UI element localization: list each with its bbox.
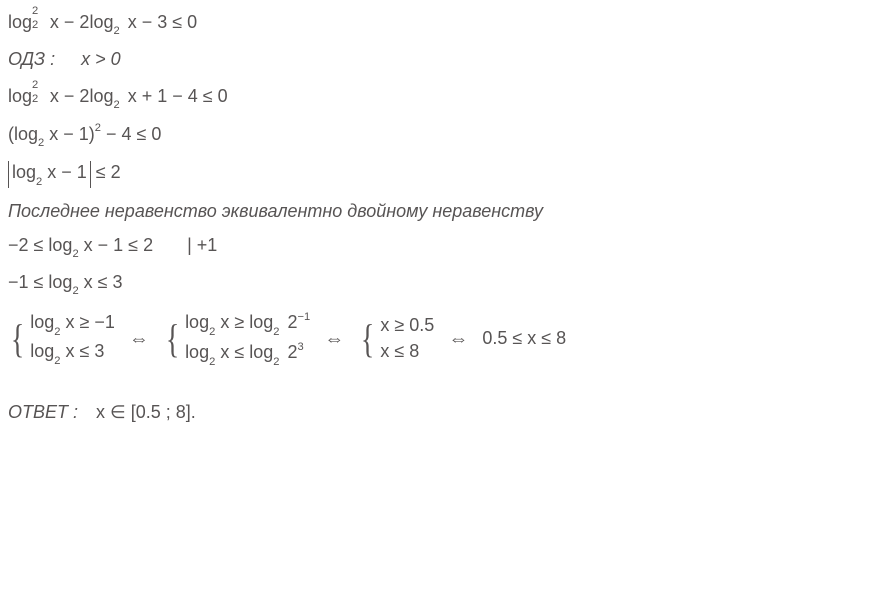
sq: 2 [95,122,101,134]
base: 2 [113,99,119,111]
sys2-a: log2 x ≥ log22−1 [185,312,310,336]
tok: x ≤ 3 [79,272,123,292]
tok: log [48,272,72,292]
line-odz: ОДЗ : x > 0 [8,50,884,70]
base: 2 [72,285,78,297]
base: 2 [36,176,42,188]
system-2: { log2 x ≥ log22−1 log2 x ≤ log223 [163,309,310,369]
iff-icon: ⇔ [129,328,149,350]
sys1-b: log2 x ≤ 3 [30,342,115,365]
sys2-b: log2 x ≤ log223 [185,342,310,366]
line-7: −2 ≤ log2 x − 1 ≤ 2 | +1 [8,236,884,259]
tok: ≤ 2 [91,162,121,182]
tok: log [48,235,72,255]
brace-icon: { [166,319,179,359]
abs-value: log2 x − 1 [8,161,91,188]
tok: − 3 ≤ 0 [137,12,197,32]
sys1-a: log2 x ≥ −1 [30,313,115,336]
tok: x − 1 [44,124,89,144]
brace-icon: { [11,319,24,359]
var: x [50,86,59,106]
tok: x − 1 ≤ 2 [79,235,153,255]
tok: log [8,86,32,106]
sys3-b: x ≤ 8 [380,342,434,362]
systems-row: { log2 x ≥ −1 log2 x ≤ 3 ⇔ { log2 x ≥ lo… [8,309,884,369]
system-1: { log2 x ≥ −1 log2 x ≤ 3 [8,310,115,368]
log-base-sq: 22 [32,84,42,102]
line-note: Последнее неравенство эквивалентно двойн… [8,202,884,222]
iff-icon: ⇔ [448,328,468,350]
base: 2 [113,25,119,37]
answer-value: x ∈ [0.5 ; 8]. [96,403,196,423]
line-4: (log2 x − 1)2 − 4 ≤ 0 [8,124,884,148]
tok: + 1 − 4 ≤ 0 [137,86,228,106]
line-3: log22x − 2log2x + 1 − 4 ≤ 0 [8,84,884,110]
tok: − 2 [59,86,90,106]
tok: log [12,162,36,182]
line-5: log2 x − 1 ≤ 2 [8,161,884,188]
base: 2 [38,137,44,149]
brace-icon: { [361,319,374,359]
tok: −1 ≤ [8,272,48,292]
sys3-a: x ≥ 0.5 [380,316,434,336]
log-base-sq: 22 [32,10,42,28]
note-text: Последнее неравенство эквивалентно двойн… [8,201,543,221]
var: x [128,86,137,106]
math-solution-page: log22x − 2log2x − 3 ≤ 0 ОДЗ : x > 0 log2… [0,0,892,445]
tok: log [14,124,38,144]
paren-close: ) [89,124,95,144]
line-answer: ОТВЕТ : x ∈ [0.5 ; 8]. [8,403,884,423]
spacer [8,385,884,403]
odz-cond: x > 0 [81,49,121,69]
tok: − 2 [59,12,90,32]
system-3: { x ≥ 0.5 x ≤ 8 [358,313,434,365]
final-ineq: 0.5 ≤ x ≤ 8 [482,329,566,349]
tok: −2 ≤ [8,235,48,255]
iff-icon: ⇔ [324,328,344,350]
odz-label: ОДЗ : [8,49,55,69]
var: x [50,12,59,32]
answer-label: ОТВЕТ : [8,402,78,422]
base: 2 [72,248,78,260]
line-1: log22x − 2log2x − 3 ≤ 0 [8,10,884,36]
tok: log [8,12,32,32]
line-8: −1 ≤ log2 x ≤ 3 [8,273,884,296]
var: x [128,12,137,32]
tok: − 4 ≤ 0 [101,124,161,144]
tok: log [89,86,113,106]
plus-one-annot: | +1 [187,235,217,255]
tok: x − 1 [42,162,87,182]
tok: log [89,12,113,32]
